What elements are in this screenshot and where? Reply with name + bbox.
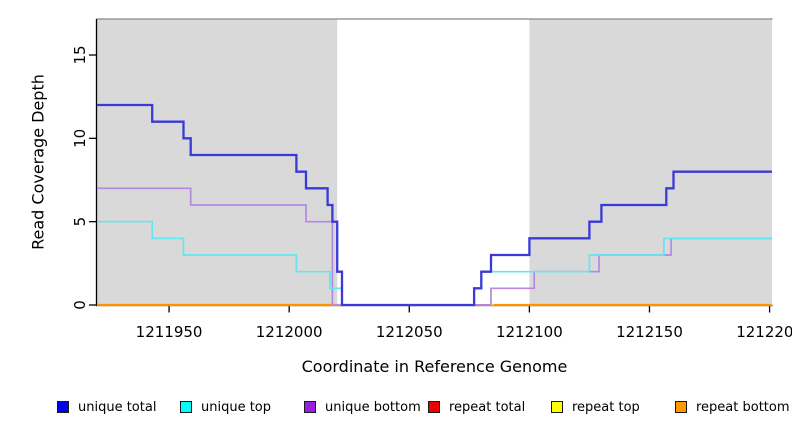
legend-item-repeat-total: repeat total	[428, 399, 525, 415]
shaded-region	[97, 19, 338, 306]
legend-item-unique-top: unique top	[180, 399, 271, 415]
legend: unique total unique top unique bottom repea…	[0, 399, 792, 417]
legend-label: unique bottom	[325, 399, 421, 415]
legend-swatch	[304, 401, 316, 413]
legend-item-repeat-bottom: repeat bottom	[675, 399, 790, 415]
x-tick-label: 1212000	[256, 323, 323, 341]
legend-swatch	[428, 401, 440, 413]
x-tick-label: 1212150	[616, 323, 683, 341]
x-tick-label: 1212100	[496, 323, 563, 341]
legend-label: repeat bottom	[696, 399, 790, 415]
x-tick-label: 1212050	[376, 323, 443, 341]
legend-swatch	[180, 401, 192, 413]
y-tick-label: 10	[71, 129, 89, 148]
x-tick-label: 1211950	[136, 323, 203, 341]
y-tick-label: 5	[71, 217, 89, 227]
legend-label: unique total	[78, 399, 157, 415]
shaded-region	[529, 19, 772, 306]
legend-item-unique-bottom: unique bottom	[304, 399, 421, 415]
legend-swatch	[551, 401, 563, 413]
legend-item-repeat-top: repeat top	[551, 399, 640, 415]
y-tick-label: 0	[71, 300, 89, 310]
legend-label: unique top	[201, 399, 272, 415]
y-tick-label: 15	[71, 45, 89, 64]
legend-swatch	[675, 401, 687, 413]
series-line-unique-total	[97, 103, 772, 307]
legend-label: repeat top	[572, 399, 640, 415]
legend-item-unique-total: unique total	[57, 399, 156, 415]
legend-label: repeat total	[449, 399, 526, 415]
x-axis-title: Coordinate in Reference Genome	[301, 357, 568, 376]
y-axis-title: Read Coverage Depth	[28, 74, 48, 250]
legend-swatch	[57, 401, 69, 413]
